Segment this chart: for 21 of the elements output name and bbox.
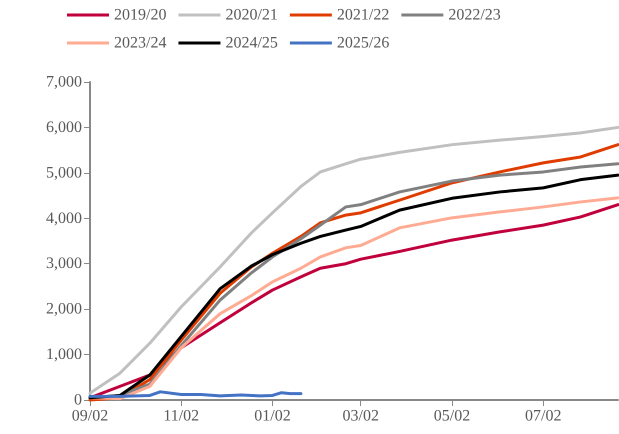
legend-label: 2021/22 (336, 6, 390, 24)
x-tick-label: 01/02 (254, 408, 291, 424)
y-tick-label: 2,000 (46, 300, 82, 318)
legend-label: 2025/26 (336, 34, 390, 52)
y-tick-label: 5,000 (46, 164, 82, 182)
y-tick-label: 6,000 (46, 118, 82, 136)
y-tick-label: 0 (74, 392, 82, 408)
legend-label: 2023/24 (114, 34, 166, 52)
x-tick-label: 05/02 (434, 408, 470, 424)
legend-label: 2020/21 (225, 6, 278, 24)
x-tick-label: 07/02 (524, 408, 562, 424)
y-tick-label: 7,000 (46, 74, 82, 90)
legend-label: 2019/20 (114, 6, 166, 24)
x-tick-label: 03/02 (342, 408, 379, 424)
y-tick-label: 1,000 (46, 346, 82, 364)
x-tick-label: 11/02 (163, 408, 200, 424)
legend-label: 2024/25 (225, 34, 278, 52)
legend-label: 2022/23 (448, 6, 501, 24)
y-tick-label: 4,000 (46, 210, 82, 227)
y-tick-label: 3,000 (46, 255, 82, 272)
x-tick-label: 09/02 (72, 408, 108, 424)
